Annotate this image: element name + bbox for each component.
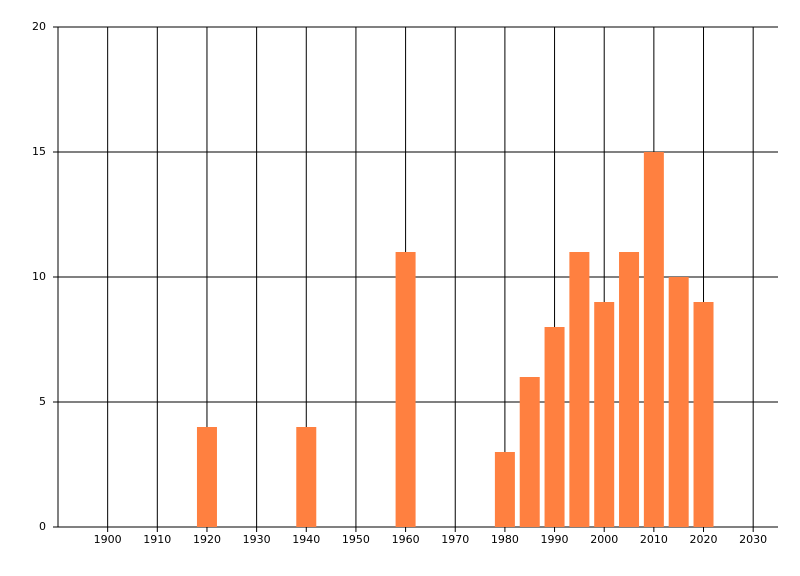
x-tick-label: 1990 <box>541 533 569 546</box>
x-tick-label: 1910 <box>143 533 171 546</box>
x-tick-label: 1930 <box>243 533 271 546</box>
bar <box>519 377 540 527</box>
bar <box>643 152 664 527</box>
x-tick-label: 1900 <box>94 533 122 546</box>
x-tick-label: 1950 <box>342 533 370 546</box>
bar <box>668 277 689 527</box>
y-tick-label: 20 <box>32 20 46 33</box>
y-tick-label: 0 <box>39 520 46 533</box>
bar <box>594 302 615 527</box>
x-tick-label: 2010 <box>640 533 668 546</box>
y-tick-label: 10 <box>32 270 46 283</box>
bar <box>494 452 515 527</box>
x-tick-label: 2020 <box>690 533 718 546</box>
bar <box>544 327 565 527</box>
bar <box>395 252 416 527</box>
x-tick-label: 1960 <box>392 533 420 546</box>
y-tick-label: 15 <box>32 145 46 158</box>
x-tick-label: 2030 <box>739 533 767 546</box>
bar <box>693 302 714 527</box>
x-tick-label: 2000 <box>590 533 618 546</box>
bar <box>296 427 317 527</box>
x-tick-label: 1970 <box>441 533 469 546</box>
x-tick-label: 1940 <box>292 533 320 546</box>
y-tick-label: 5 <box>39 395 46 408</box>
bar <box>196 427 217 527</box>
bar <box>619 252 640 527</box>
x-tick-label: 1980 <box>491 533 519 546</box>
bar <box>569 252 590 527</box>
x-tick-label: 1920 <box>193 533 221 546</box>
